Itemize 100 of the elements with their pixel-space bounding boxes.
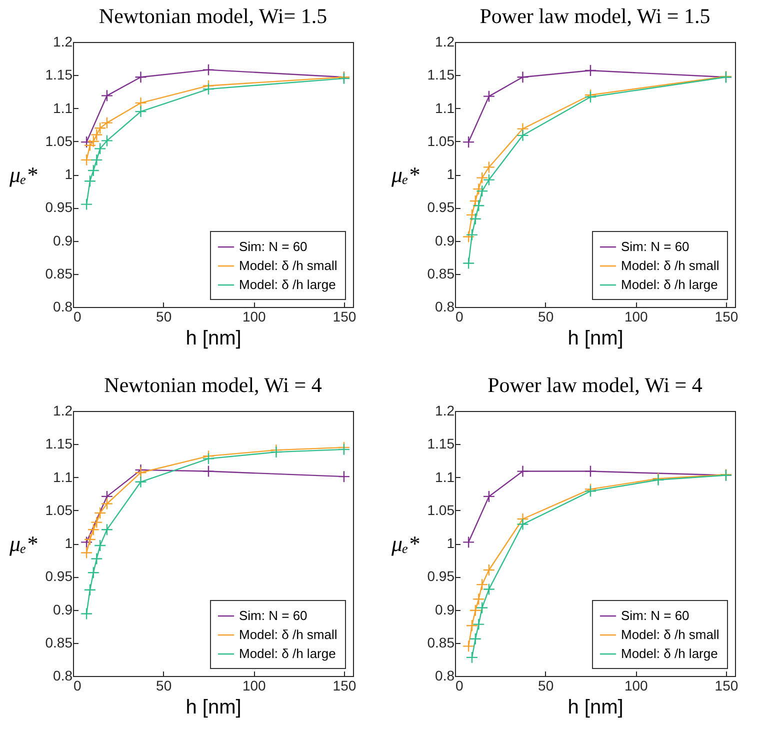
point	[87, 566, 100, 579]
legend-label: Model: δ /h small	[621, 258, 720, 273]
point	[202, 82, 215, 96]
y-tick-label: 0.85	[427, 265, 455, 282]
point	[202, 452, 215, 465]
y-tick-label: 0.95	[427, 568, 455, 584]
point	[516, 71, 529, 84]
point	[80, 136, 93, 148]
legend-label: Sim: N = 60	[239, 608, 308, 623]
point	[84, 139, 96, 152]
y-tick-label: 1.1	[435, 100, 455, 116]
point	[134, 476, 147, 488]
y-tick-label: 1	[64, 166, 73, 182]
point	[100, 524, 114, 536]
point	[516, 465, 529, 478]
point	[84, 584, 96, 596]
x-tick-label: 50	[156, 308, 172, 324]
legend-label: Model: δ /h large	[621, 646, 718, 661]
point	[466, 208, 478, 221]
x-tick-label: 0	[74, 678, 82, 694]
y-tick-label: 0.95	[427, 199, 455, 216]
y-tick-label: 0.8	[435, 298, 455, 314]
y-tick-label: 1.2	[435, 402, 455, 418]
y-tick-label: 1.05	[45, 502, 73, 518]
point	[80, 608, 93, 620]
y-tick-label: 0.95	[45, 199, 73, 216]
x-axis-title: h [nm]	[186, 696, 242, 718]
chart-title: Newtonian model, Wi= 1.5	[98, 4, 328, 28]
x-tick-label: 150	[714, 678, 738, 694]
chart-title: Power law model, Wi = 4	[488, 373, 703, 397]
point	[87, 135, 100, 148]
y-axis-title: μₑ*	[8, 162, 38, 187]
y-tick-label: 0.85	[45, 265, 73, 282]
x-tick-label: 50	[538, 308, 554, 324]
y-tick-label: 1.1	[53, 468, 73, 485]
x-tick-label: 150	[332, 678, 356, 694]
x-tick-label: 100	[242, 678, 266, 694]
point	[338, 470, 350, 483]
point	[472, 200, 485, 212]
y-tick-label: 0.9	[435, 232, 455, 248]
point	[469, 212, 482, 225]
point	[482, 564, 496, 576]
point	[466, 651, 478, 664]
x-tick-label: 150	[332, 308, 356, 324]
y-tick-label: 0.95	[45, 568, 73, 584]
legend-label: Sim: N = 60	[621, 608, 690, 623]
y-tick-label: 1.1	[435, 468, 455, 485]
point	[80, 198, 93, 210]
point	[100, 498, 114, 510]
point	[462, 136, 475, 148]
y-tick-label: 0.85	[427, 634, 455, 650]
point	[100, 116, 114, 129]
point	[482, 161, 496, 174]
point	[472, 618, 485, 630]
point	[462, 640, 475, 652]
y-tick-label: 1.05	[427, 502, 455, 518]
y-tick-label: 0.8	[53, 668, 73, 684]
point	[202, 64, 215, 76]
legend-label: Model: δ /h small	[621, 627, 720, 642]
point	[462, 230, 475, 243]
y-tick-label: 1.05	[427, 132, 455, 149]
point	[516, 518, 529, 530]
point	[482, 90, 496, 102]
point	[87, 164, 100, 177]
x-tick-label: 100	[624, 678, 648, 694]
y-tick-label: 1.2	[53, 402, 73, 418]
point	[469, 194, 482, 208]
legend-label: Sim: N = 60	[239, 239, 308, 254]
chart-title: Newtonian model, Wi = 4	[104, 373, 322, 397]
point	[482, 490, 496, 503]
point	[482, 174, 496, 186]
point	[516, 129, 529, 142]
point	[476, 172, 488, 184]
point	[134, 105, 147, 118]
point	[90, 552, 103, 565]
point	[80, 536, 93, 548]
chart-title: Power law model, Wi = 1.5	[480, 4, 710, 28]
point	[84, 175, 96, 188]
point	[472, 593, 485, 606]
x-tick-label: 0	[456, 308, 464, 324]
point	[100, 90, 114, 102]
x-tick-label: 50	[538, 678, 554, 694]
point	[584, 64, 597, 77]
y-tick-label: 1	[446, 166, 455, 182]
x-axis-title: h [nm]	[568, 328, 624, 350]
point	[87, 524, 100, 536]
y-axis-title: μₑ*	[390, 531, 420, 556]
point	[90, 516, 103, 528]
y-tick-label: 0.9	[53, 232, 73, 248]
legend-label: Model: δ /h small	[239, 627, 338, 642]
y-tick-label: 1.05	[45, 132, 73, 149]
point	[202, 465, 215, 478]
point	[476, 602, 488, 614]
point	[482, 583, 496, 596]
y-tick-label: 1.15	[45, 436, 73, 452]
x-tick-label: 100	[242, 308, 266, 324]
legend-label: Model: δ /h large	[239, 277, 336, 292]
x-axis-title: h [nm]	[186, 328, 242, 350]
point	[94, 539, 106, 552]
point	[476, 578, 488, 591]
